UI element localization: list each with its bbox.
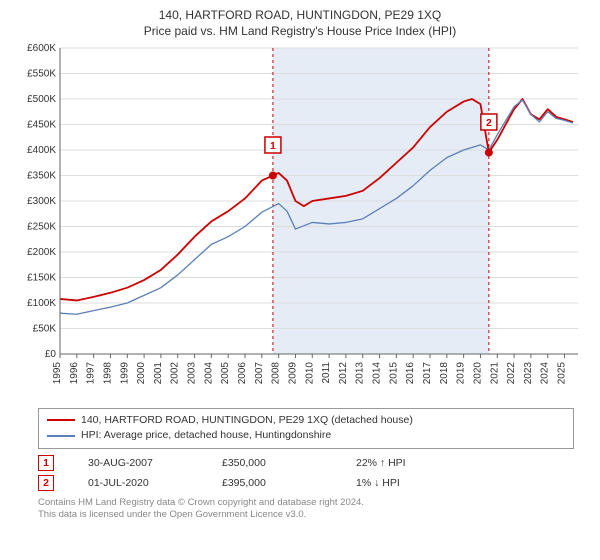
svg-text:2007: 2007 (254, 361, 265, 384)
chart-subtitle: Price paid vs. HM Land Registry's House … (14, 24, 586, 38)
svg-text:2008: 2008 (271, 361, 282, 384)
svg-text:2017: 2017 (422, 361, 433, 384)
svg-text:2022: 2022 (506, 361, 517, 384)
svg-text:£550K: £550K (27, 68, 56, 79)
credits-line: This data is licensed under the Open Gov… (38, 509, 574, 521)
svg-text:1: 1 (270, 140, 276, 152)
marker-delta: 1% ↓ HPI (356, 477, 456, 489)
svg-text:2024: 2024 (540, 361, 551, 384)
marker-date: 30-AUG-2007 (88, 457, 188, 469)
svg-text:£450K: £450K (27, 119, 56, 130)
svg-text:1995: 1995 (52, 361, 63, 384)
svg-text:1996: 1996 (69, 361, 80, 384)
marker-row: 1 30-AUG-2007 £350,000 22% ↑ HPI (38, 453, 574, 473)
marker-price: £350,000 (222, 457, 322, 469)
marker-date: 01-JUL-2020 (88, 477, 188, 489)
svg-text:£200K: £200K (27, 247, 56, 258)
svg-text:2001: 2001 (153, 361, 164, 384)
svg-text:1999: 1999 (119, 361, 130, 384)
svg-text:2014: 2014 (372, 361, 383, 384)
svg-text:2005: 2005 (220, 361, 231, 384)
legend-swatch (47, 419, 75, 421)
markers-table: 1 30-AUG-2007 £350,000 22% ↑ HPI 2 01-JU… (38, 453, 574, 493)
chart-title: 140, HARTFORD ROAD, HUNTINGDON, PE29 1XQ (14, 8, 586, 24)
svg-text:2012: 2012 (338, 361, 349, 384)
svg-text:2: 2 (486, 117, 492, 129)
svg-text:2015: 2015 (388, 361, 399, 384)
svg-text:£500K: £500K (27, 94, 56, 105)
legend-swatch (47, 435, 75, 437)
svg-text:2023: 2023 (523, 361, 534, 384)
svg-text:£100K: £100K (27, 298, 56, 309)
plot-area: £0 £50K £100K £150K £200K £250K £300K £350K £400… (14, 42, 586, 402)
legend-label: 140, HARTFORD ROAD, HUNTINGDON, PE29 1XQ… (81, 413, 413, 429)
svg-text:£350K: £350K (27, 170, 56, 181)
svg-text:£400K: £400K (27, 145, 56, 156)
legend-label: HPI: Average price, detached house, Hunt… (81, 428, 331, 444)
svg-text:2004: 2004 (203, 361, 214, 384)
svg-text:2010: 2010 (304, 361, 315, 384)
svg-text:2020: 2020 (472, 361, 483, 384)
svg-text:2016: 2016 (405, 361, 416, 384)
svg-text:£250K: £250K (27, 221, 56, 232)
svg-text:2002: 2002 (170, 361, 181, 384)
credits-line: Contains HM Land Registry data © Crown c… (38, 497, 574, 509)
svg-text:2003: 2003 (187, 361, 198, 384)
legend-item: HPI: Average price, detached house, Hunt… (47, 428, 565, 444)
svg-text:2011: 2011 (321, 361, 332, 383)
marker-price: £395,000 (222, 477, 322, 489)
line-chart-svg: £0 £50K £100K £150K £200K £250K £300K £350K £400… (14, 42, 586, 402)
svg-text:2019: 2019 (456, 361, 467, 384)
svg-text:2009: 2009 (287, 361, 298, 384)
marker-badge: 2 (38, 475, 54, 491)
legend-item: 140, HARTFORD ROAD, HUNTINGDON, PE29 1XQ… (47, 413, 565, 429)
svg-text:£0: £0 (45, 349, 57, 360)
marker-badge: 1 (38, 455, 54, 471)
svg-text:2013: 2013 (355, 361, 366, 384)
legend: 140, HARTFORD ROAD, HUNTINGDON, PE29 1XQ… (38, 408, 574, 450)
svg-text:£50K: £50K (33, 323, 57, 334)
svg-text:2006: 2006 (237, 361, 248, 384)
svg-text:2000: 2000 (136, 361, 147, 384)
chart-container: 140, HARTFORD ROAD, HUNTINGDON, PE29 1XQ… (0, 0, 600, 526)
svg-text:£300K: £300K (27, 196, 56, 207)
svg-text:2018: 2018 (439, 361, 450, 384)
marker-delta: 22% ↑ HPI (356, 457, 456, 469)
svg-text:£600K: £600K (27, 43, 56, 54)
svg-text:2021: 2021 (489, 361, 500, 384)
svg-text:1997: 1997 (86, 361, 97, 384)
svg-text:2025: 2025 (557, 361, 568, 384)
marker-row: 2 01-JUL-2020 £395,000 1% ↓ HPI (38, 473, 574, 493)
svg-text:£150K: £150K (27, 272, 56, 283)
svg-text:1998: 1998 (102, 361, 113, 384)
credits: Contains HM Land Registry data © Crown c… (38, 497, 574, 522)
